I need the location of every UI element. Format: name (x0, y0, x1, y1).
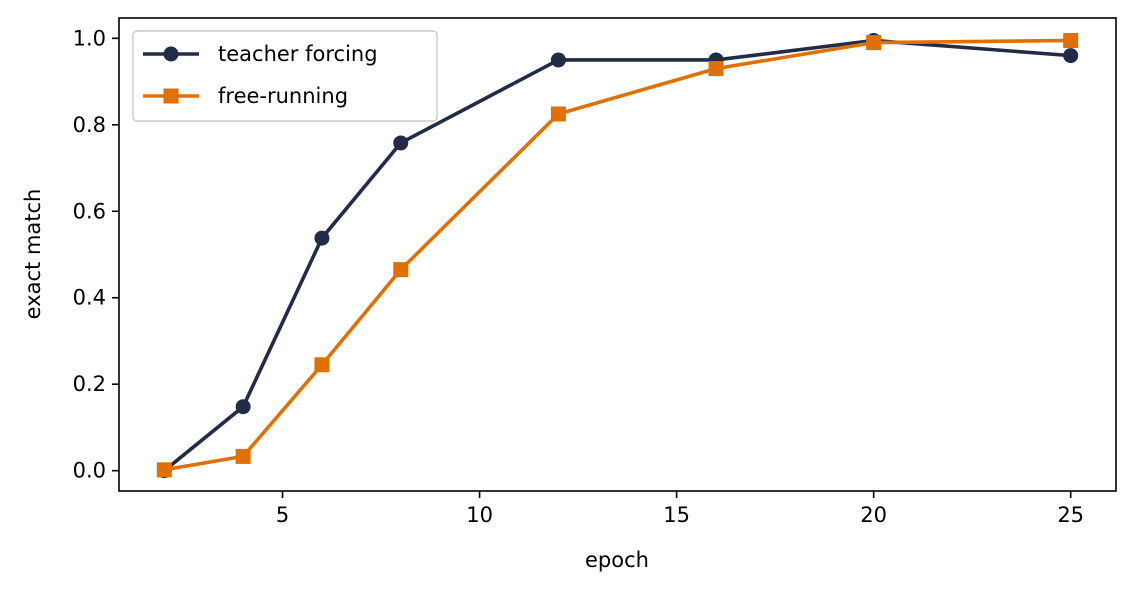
x-tick-label: 5 (276, 503, 289, 527)
legend-label: free-running (218, 84, 348, 108)
series-line-teacher-forcing (161, 38, 1073, 474)
legend-item-teacher-forcing: teacher forcing (143, 42, 378, 66)
x-tick-label: 20 (860, 503, 887, 527)
data-point-teacher-forcing (1063, 48, 1079, 64)
data-point-teacher-forcing (235, 399, 251, 415)
data-point-teacher-forcing (550, 52, 566, 68)
y-tick-label: 0.2 (73, 372, 106, 396)
x-axis-label: epoch (585, 548, 649, 572)
data-point-free-running (1063, 32, 1079, 48)
data-point-teacher-forcing (393, 135, 409, 151)
y-axis-label: exact match (21, 189, 45, 320)
series-layer (156, 32, 1079, 479)
data-point-free-running (393, 262, 409, 278)
x-tick-label: 25 (1057, 503, 1084, 527)
legend-swatch-marker (163, 46, 179, 62)
x-tick-label: 10 (466, 503, 493, 527)
data-point-free-running (550, 106, 566, 122)
data-point-free-running (708, 61, 724, 77)
series-free-running (156, 32, 1079, 478)
y-tick-label: 0.6 (73, 199, 106, 223)
y-tick-label: 0.4 (73, 286, 106, 310)
data-point-free-running (156, 462, 172, 478)
y-tick-label: 1.0 (73, 26, 106, 50)
data-point-free-running (866, 35, 882, 51)
y-tick-label: 0.0 (73, 459, 106, 483)
ticks-layer: 5 10 15 20 25 0.0 0.2 0.4 0.6 0.8 1.0 (73, 26, 1084, 527)
legend: teacher forcing free-running (132, 30, 438, 122)
series-line-free-running (162, 38, 1073, 472)
y-tick-label: 0.8 (73, 113, 106, 137)
x-tick-label: 15 (663, 503, 690, 527)
data-point-free-running (314, 357, 330, 373)
legend-item-free-running: free-running (143, 84, 348, 108)
data-point-free-running (235, 448, 251, 464)
legend-swatch-marker (163, 88, 179, 104)
data-point-teacher-forcing (314, 230, 330, 246)
legend-box (132, 30, 438, 122)
legend-label: teacher forcing (218, 42, 378, 66)
plot-frame (118, 17, 1117, 492)
